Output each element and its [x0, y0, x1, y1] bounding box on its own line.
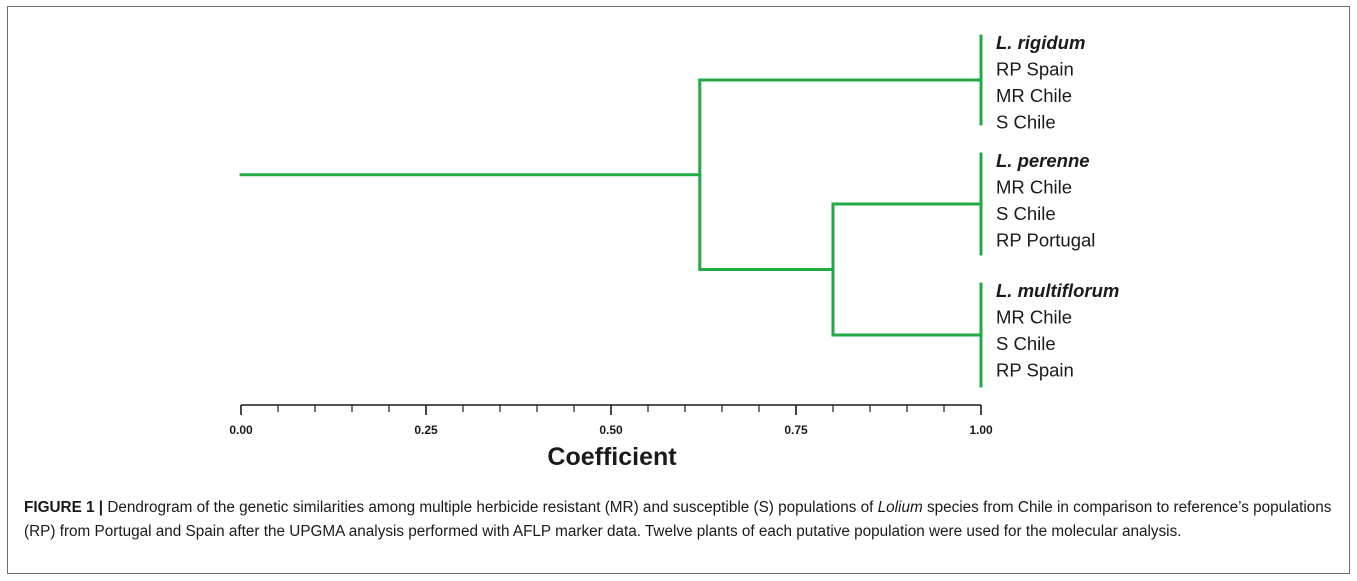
dendrogram-branches [239, 34, 983, 388]
species-label: L. perenne [996, 150, 1090, 171]
axis-tick-label: 1.00 [969, 423, 993, 437]
axis-tick-label: 0.25 [414, 423, 438, 437]
caption-text-2: species from Chile in comparison to refe… [24, 499, 1332, 540]
population-label: S Chile [996, 203, 1056, 224]
species-label: L. rigidum [996, 32, 1085, 53]
figure-caption: FIGURE 1 | Dendrogram of the genetic sim… [24, 496, 1334, 544]
axis-tick-label: 0.00 [229, 423, 253, 437]
population-label: S Chile [996, 333, 1056, 354]
population-label: RP Spain [996, 59, 1074, 80]
population-label: S Chile [996, 112, 1056, 133]
population-label: MR Chile [996, 85, 1072, 106]
caption-genus: Lolium [877, 499, 923, 516]
dendrogram: L. rigidum RP Spain MR Chile S Chile L. pere… [229, 32, 1119, 471]
population-label: RP Spain [996, 360, 1074, 381]
population-label: RP Portugal [996, 230, 1095, 251]
axis-tick-label: 0.50 [599, 423, 623, 437]
leaf-labels: L. rigidum RP Spain MR Chile S Chile L. pere… [996, 32, 1119, 381]
axis-title: Coefficient [547, 443, 677, 471]
population-label: MR Chile [996, 307, 1072, 328]
coefficient-axis: 0.00 0.25 0.50 0.75 1.00 [229, 404, 993, 437]
figure-frame [7, 6, 1350, 574]
figure-label: FIGURE 1 | [24, 499, 104, 516]
axis-tick-label: 0.75 [784, 423, 808, 437]
population-label: MR Chile [996, 177, 1072, 198]
species-label: L. multiflorum [996, 280, 1119, 301]
caption-text-1: Dendrogram of the genetic similarities a… [103, 499, 878, 516]
